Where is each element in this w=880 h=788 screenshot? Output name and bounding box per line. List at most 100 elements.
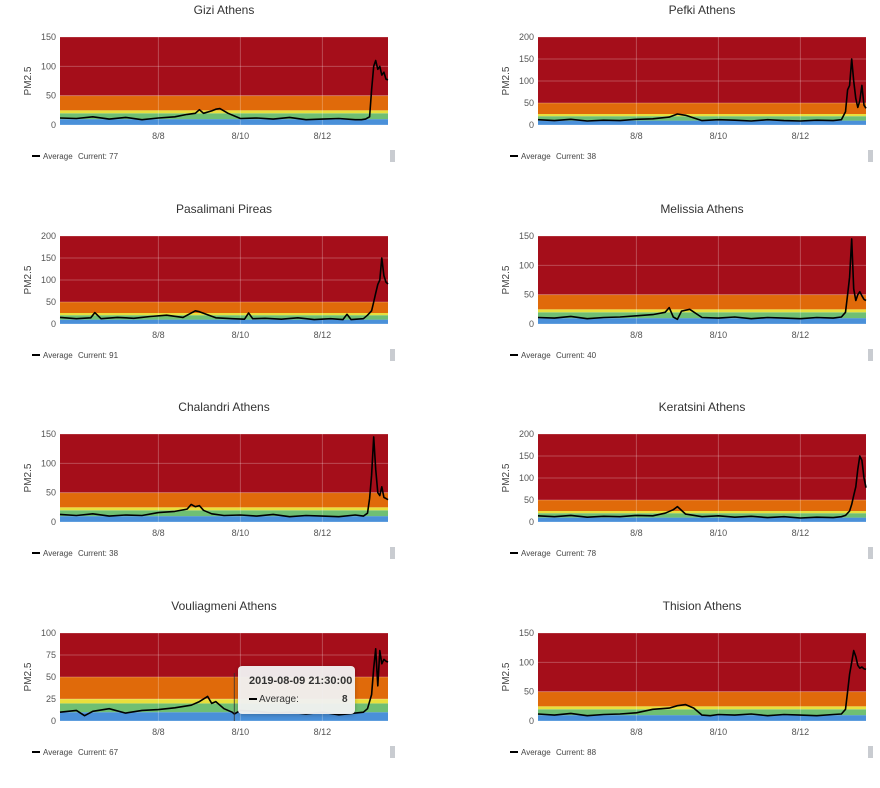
legend-scroll-handle[interactable] [390,150,395,162]
chart-panel: Chalandri Athens 0 50 100 150 8/8 8/10 8/12 PM2.… [0,397,440,589]
legend-label: Average [521,351,551,360]
y-tick-label: 0 [51,120,56,130]
tooltip-time: 2019-08-09 21:30:00 [249,675,353,687]
legend-scroll-handle[interactable] [390,348,395,361]
current-value-label: Current: 38 [556,152,597,161]
y-axis-label: PM2.5 [23,463,34,492]
chart-title: Keratsini Athens [659,400,746,414]
legend-scroll-handle[interactable] [390,547,395,559]
y-tick-label: 50 [524,495,534,505]
series-swatch-icon [249,698,257,701]
y-tick-label: 0 [529,716,534,726]
aqi-band [60,319,388,324]
aqi-band [60,510,388,517]
legend-scroll-handle[interactable] [868,745,873,758]
chart-svg: Chalandri Athens 0 50 100 150 8/8 8/10 8/12 PM2.… [23,400,395,559]
chart-svg: Pasalimani Pireas 0 50 100 150 200 8/8 8/10 8/12… [23,202,395,361]
y-tick-label: 150 [519,628,534,638]
aqi-band [538,294,866,309]
aqi-band [538,708,866,715]
aqi-band [60,507,388,511]
aqi-band [60,698,388,703]
series-line-average [537,237,867,320]
aqi-band [538,511,866,514]
y-axis-label: PM2.5 [501,66,512,95]
y-tick-label: 0 [51,319,56,329]
x-tick-label: 8/10 [232,727,250,737]
series-line-average [537,455,867,519]
chart-svg: Pefki Athens 0 50 100 150 200 8/8 8/10 8/12 PM2.5… [501,3,873,162]
aqi-band [538,434,866,500]
legend-label: Average [521,748,551,757]
chart-panel: Pasalimani Pireas 0 50 100 150 200 8/8 8/10 8/12… [0,199,440,391]
series-line-average [59,436,389,518]
aqi-band [538,103,866,114]
series-line-average [59,59,389,121]
current-value-label: Current: 91 [78,351,119,360]
y-tick-label: 0 [529,517,534,527]
hover-tooltip: 2019-08-09 21:30:00 Average: 8 [238,666,355,714]
chart-panel: Vouliagmeni Athens 0 25 50 75 100 8/8 8/10 8/12 P… [0,596,440,788]
aqi-band [538,517,866,522]
chart-svg: Keratsini Athens 0 50 100 150 200 8/8 8/10 8/12 P… [501,400,873,559]
x-tick-label: 8/12 [792,528,810,538]
aqi-band [538,120,866,125]
chart-panel: Gizi Athens 0 50 100 150 8/8 8/10 8/12 PM2.5 Aver… [0,0,440,192]
current-value-label: Current: 38 [78,549,119,558]
y-tick-label: 150 [41,253,56,263]
aqi-band [60,95,388,111]
y-tick-label: 150 [41,32,56,42]
chart-panel: Keratsini Athens 0 50 100 150 200 8/8 8/10 8/12 P… [478,397,880,589]
x-tick-label: 8/12 [314,330,332,340]
y-axis-label: PM2.5 [501,265,512,294]
x-tick-label: 8/10 [232,330,250,340]
current-value-label: Current: 40 [556,351,597,360]
legend-scroll-handle[interactable] [868,150,873,162]
chart-svg: Vouliagmeni Athens 0 25 50 75 100 8/8 8/10 8/12 P… [23,599,395,758]
y-tick-label: 100 [519,473,534,483]
x-tick-label: 8/8 [630,727,643,737]
legend-scroll-handle[interactable] [868,348,873,361]
chart-title: Pefki Athens [669,3,736,17]
y-tick-label: 100 [519,657,534,667]
x-tick-label: 8/8 [630,528,643,538]
x-tick-label: 8/8 [152,330,165,340]
aqi-band [538,116,866,121]
aqi-band [60,119,388,125]
chart-panel: Pefki Athens 0 50 100 150 200 8/8 8/10 8/12 PM2.5… [478,0,880,192]
x-tick-label: 8/10 [710,330,728,340]
y-tick-label: 100 [41,275,56,285]
y-tick-label: 100 [519,76,534,86]
legend-label: Average [521,152,551,161]
chart-panel: Thision Athens 0 50 100 150 8/8 8/10 8/12 PM2.5 A… [478,596,880,788]
current-value-label: Current: 88 [556,748,597,757]
x-tick-label: 8/10 [710,131,728,141]
x-tick-label: 8/10 [710,727,728,737]
y-axis-label: PM2.5 [501,463,512,492]
y-tick-label: 0 [51,517,56,527]
chart-title: Vouliagmeni Athens [171,599,276,613]
series-line-average [537,58,867,122]
chart-title: Chalandri Athens [178,400,269,414]
aqi-band [60,37,388,96]
chart-panel: Melissia Athens 0 50 100 150 8/8 8/10 8/12 PM2.5… [478,199,880,391]
x-tick-label: 8/8 [630,131,643,141]
aqi-band [538,513,866,518]
y-tick-label: 50 [524,289,534,299]
y-tick-label: 50 [46,488,56,498]
aqi-band [60,492,388,508]
y-tick-label: 50 [524,98,534,108]
legend-scroll-handle[interactable] [390,745,395,758]
x-tick-label: 8/12 [792,330,810,340]
legend-label: Average [43,748,73,757]
aqi-band [60,314,388,320]
aqi-band [538,37,866,103]
x-tick-label: 8/8 [152,727,165,737]
y-tick-label: 150 [519,451,534,461]
legend-scroll-handle[interactable] [868,547,873,559]
y-tick-label: 50 [46,91,56,101]
legend-label: Average [43,549,73,558]
aqi-band [538,500,866,511]
current-value-label: Current: 78 [556,549,597,558]
y-axis-label: PM2.5 [501,662,512,691]
